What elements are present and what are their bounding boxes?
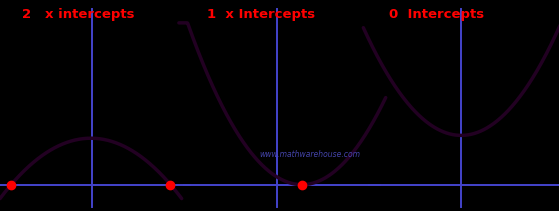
Text: www.mathwarehouse.com: www.mathwarehouse.com	[260, 150, 361, 159]
Text: 0  Intercepts: 0 Intercepts	[389, 8, 484, 21]
Text: 2   x intercepts: 2 x intercepts	[22, 8, 135, 21]
Text: 1  x Intercepts: 1 x Intercepts	[207, 8, 315, 21]
